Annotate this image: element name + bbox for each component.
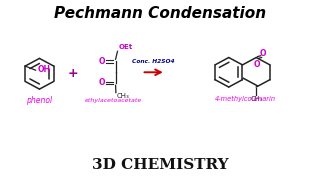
Text: OEt: OEt <box>118 44 132 50</box>
Text: Pechmann Condensation: Pechmann Condensation <box>54 6 266 21</box>
Text: OH: OH <box>37 65 51 74</box>
Text: O: O <box>260 49 267 58</box>
Text: +: + <box>68 67 78 80</box>
Text: O: O <box>99 57 106 66</box>
Text: 4-methylcoumarin: 4-methylcoumarin <box>215 96 276 102</box>
Text: 3D CHEMISTRY: 3D CHEMISTRY <box>92 158 228 172</box>
Text: CH₃: CH₃ <box>251 96 263 102</box>
Text: O: O <box>253 60 260 69</box>
Text: phenol: phenol <box>26 96 52 105</box>
Text: O: O <box>99 78 106 87</box>
Text: CH₃: CH₃ <box>116 93 129 100</box>
Text: Conc. H2SO4: Conc. H2SO4 <box>132 59 175 64</box>
Text: ethylacetoacetate: ethylacetoacetate <box>85 98 142 103</box>
